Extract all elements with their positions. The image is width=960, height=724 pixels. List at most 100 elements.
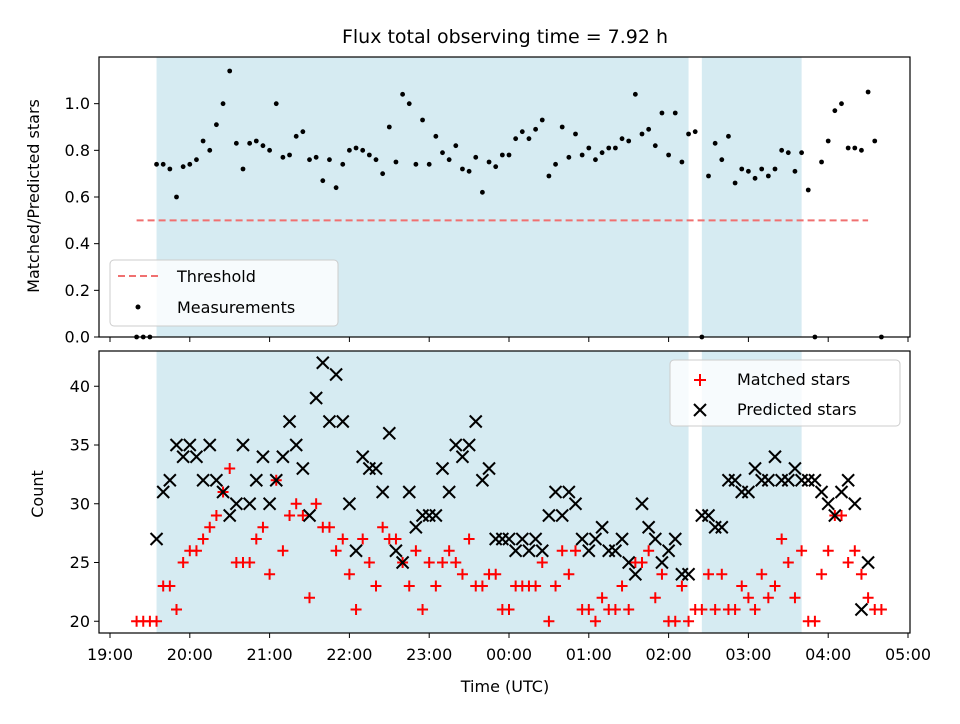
predicted-star-mark [189, 450, 204, 464]
bottom-legend-box [669, 359, 901, 427]
predicted-star-mark [349, 544, 363, 558]
matched-star-point [589, 615, 601, 627]
matched-star-point [151, 615, 163, 627]
measurement-point [420, 117, 425, 123]
matched-star-point [616, 580, 628, 592]
predicted-star-point [748, 461, 762, 476]
predicted-star-point [216, 485, 230, 499]
predicted-star-mark [522, 544, 536, 558]
matched-star-point [363, 557, 375, 568]
x-tick-label: 03:00 [725, 645, 771, 664]
measurement-point [799, 150, 804, 156]
measurement-point [692, 129, 698, 135]
measurement-point [785, 150, 791, 156]
measurement-point [599, 150, 605, 156]
predicted-star-point [322, 414, 337, 429]
measurement-point [360, 147, 366, 153]
measurement-point [679, 159, 685, 165]
matched-star-point [683, 615, 695, 627]
measurement-point [433, 133, 439, 139]
measurement-point [373, 157, 379, 163]
measurement-point [739, 166, 745, 172]
matched-star-point [417, 604, 429, 615]
predicted-star-mark [442, 485, 456, 499]
predicted-star-point [156, 485, 170, 499]
predicted-star-point [681, 567, 696, 581]
measurement-point [453, 143, 459, 149]
measurement-point [779, 147, 785, 153]
matched-star-point [450, 557, 462, 568]
matched-star-point [437, 557, 448, 568]
predicted-star-point [229, 497, 244, 511]
predicted-star-mark [336, 414, 350, 429]
measurement-point [666, 152, 671, 158]
predicted-star-mark [229, 497, 244, 511]
measurement-point [180, 164, 186, 170]
measurement-point [307, 157, 312, 163]
y-tick-label: 25 [70, 553, 90, 572]
matched-star-point [556, 545, 568, 557]
matched-star-point [762, 592, 774, 604]
matched-star-point [177, 557, 189, 568]
predicted-star-mark [282, 414, 297, 429]
predicted-star-point [595, 520, 609, 534]
predicted-star-point [183, 438, 197, 452]
predicted-star-point [635, 497, 649, 511]
predicted-star-point [242, 497, 257, 511]
matched-star-point [224, 463, 236, 474]
predicted-star-point [661, 544, 676, 558]
predicted-star-mark [562, 485, 576, 499]
measurement-point [386, 124, 392, 130]
measurement-point [652, 143, 658, 149]
predicted-star-mark [542, 508, 556, 523]
matched-star-point [756, 568, 768, 580]
matched-star-point [709, 604, 721, 615]
x-tick-label: 01:00 [566, 645, 612, 664]
predicted-star-mark [289, 438, 303, 452]
measurement-point [160, 161, 166, 167]
measurement-point [473, 154, 479, 160]
predicted-star-mark [176, 450, 190, 464]
matched-star-point [875, 604, 887, 615]
matched-star-point [769, 580, 781, 592]
measurement-point [187, 161, 193, 167]
matched-star-point [669, 615, 681, 627]
predicted-star-point [715, 520, 729, 534]
predicted-star-point [302, 508, 317, 523]
matched-star-point [244, 557, 256, 568]
predicted-star-mark [369, 461, 383, 476]
matched-star-point [257, 521, 269, 533]
matched-star-point [563, 568, 575, 580]
predicted-star-point [515, 532, 530, 546]
matched-star-point [862, 592, 874, 604]
matched-star-point [809, 615, 821, 627]
predicted-star-mark [701, 508, 716, 523]
predicted-star-mark [854, 602, 869, 617]
matched-star-point [536, 557, 548, 568]
measurement-point [626, 138, 632, 144]
measurement-point [839, 101, 844, 107]
predicted-star-point [728, 473, 742, 487]
x-tick-label: 05:00 [885, 645, 931, 664]
measurement-point [273, 101, 279, 107]
measurement-point [732, 180, 738, 186]
predicted-star-point [821, 497, 835, 511]
matched-star-point [742, 592, 754, 604]
predicted-star-mark [582, 544, 596, 558]
predicted-star-mark [661, 544, 676, 558]
measurement-point [533, 126, 538, 132]
predicted-star-mark [515, 532, 530, 546]
predicted-star-point [149, 532, 164, 546]
predicted-star-mark [329, 367, 343, 382]
predicted-star-point [309, 391, 323, 405]
matched-star-point [403, 580, 415, 592]
matched-star-point [190, 545, 202, 557]
predicted-star-mark [429, 508, 443, 523]
matched-star-point [696, 604, 708, 615]
matched-star-point [643, 545, 655, 557]
legend-predicted-label: Predicted stars [737, 400, 857, 419]
measurement-point [413, 161, 419, 167]
predicted-star-mark [834, 485, 849, 499]
predicted-star-point [435, 461, 450, 476]
measurement-point [406, 101, 412, 107]
